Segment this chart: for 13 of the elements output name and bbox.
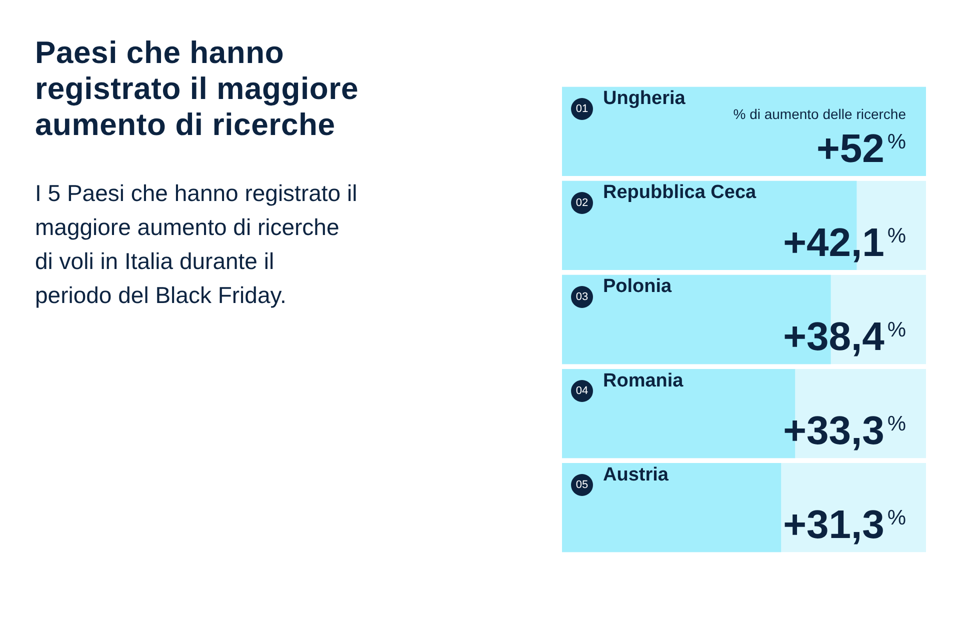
y-tick-label: Repubblica Ceca (603, 182, 757, 204)
data-label: +42,1% (783, 221, 906, 266)
y-tick-label: Romania (603, 370, 684, 392)
data-label: +38,4% (783, 315, 906, 360)
text: Paesi che hanno registrato il maggiore aumento di ricerche (35, 35, 360, 143)
y-tick-label: Polonia (603, 276, 672, 298)
data-label: +33,3% (783, 409, 906, 454)
x-axis-title: % di aumento delle ricerche (733, 106, 906, 122)
y-tick-label: Austria (603, 464, 669, 486)
data-label: +52% (816, 126, 906, 171)
y-tick-label: Ungheria (603, 88, 686, 110)
text: I 5 Paesi che hanno registrato il maggiore aumento di ricerche di voli in Italia durante il periodo del Black Friday. (35, 179, 358, 310)
data-label: +31,3% (783, 503, 906, 548)
